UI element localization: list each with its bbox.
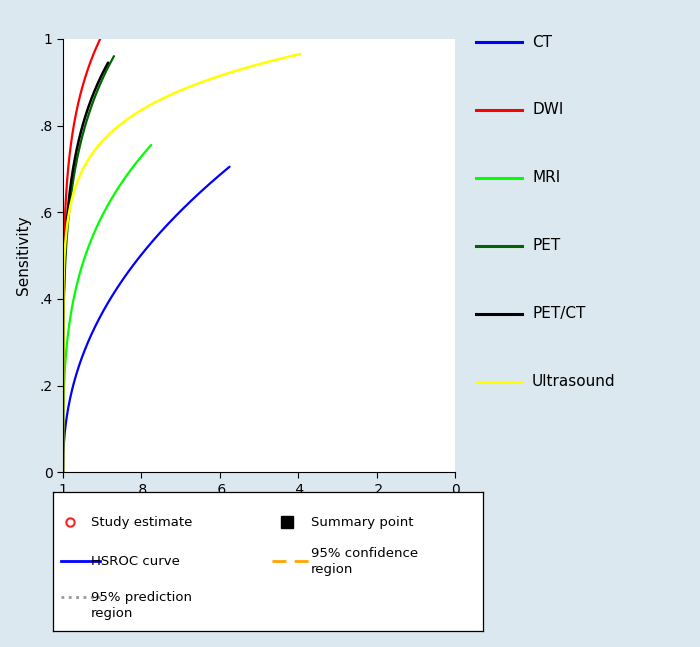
Text: Ultrasound: Ultrasound [532,374,615,389]
Text: Summary point: Summary point [311,516,413,529]
Text: PET: PET [532,238,560,254]
Text: Study estimate: Study estimate [91,516,192,529]
Text: CT: CT [532,34,552,50]
Y-axis label: Sensitivity: Sensitivity [16,215,31,296]
Text: 95% confidence
region: 95% confidence region [311,547,418,576]
Text: PET/CT: PET/CT [532,306,585,322]
Text: HSROC curve: HSROC curve [91,554,180,568]
X-axis label: Specificity: Specificity [219,505,299,520]
Text: DWI: DWI [532,102,564,118]
Text: 95% prediction
region: 95% prediction region [91,591,192,620]
Text: MRI: MRI [532,170,560,186]
